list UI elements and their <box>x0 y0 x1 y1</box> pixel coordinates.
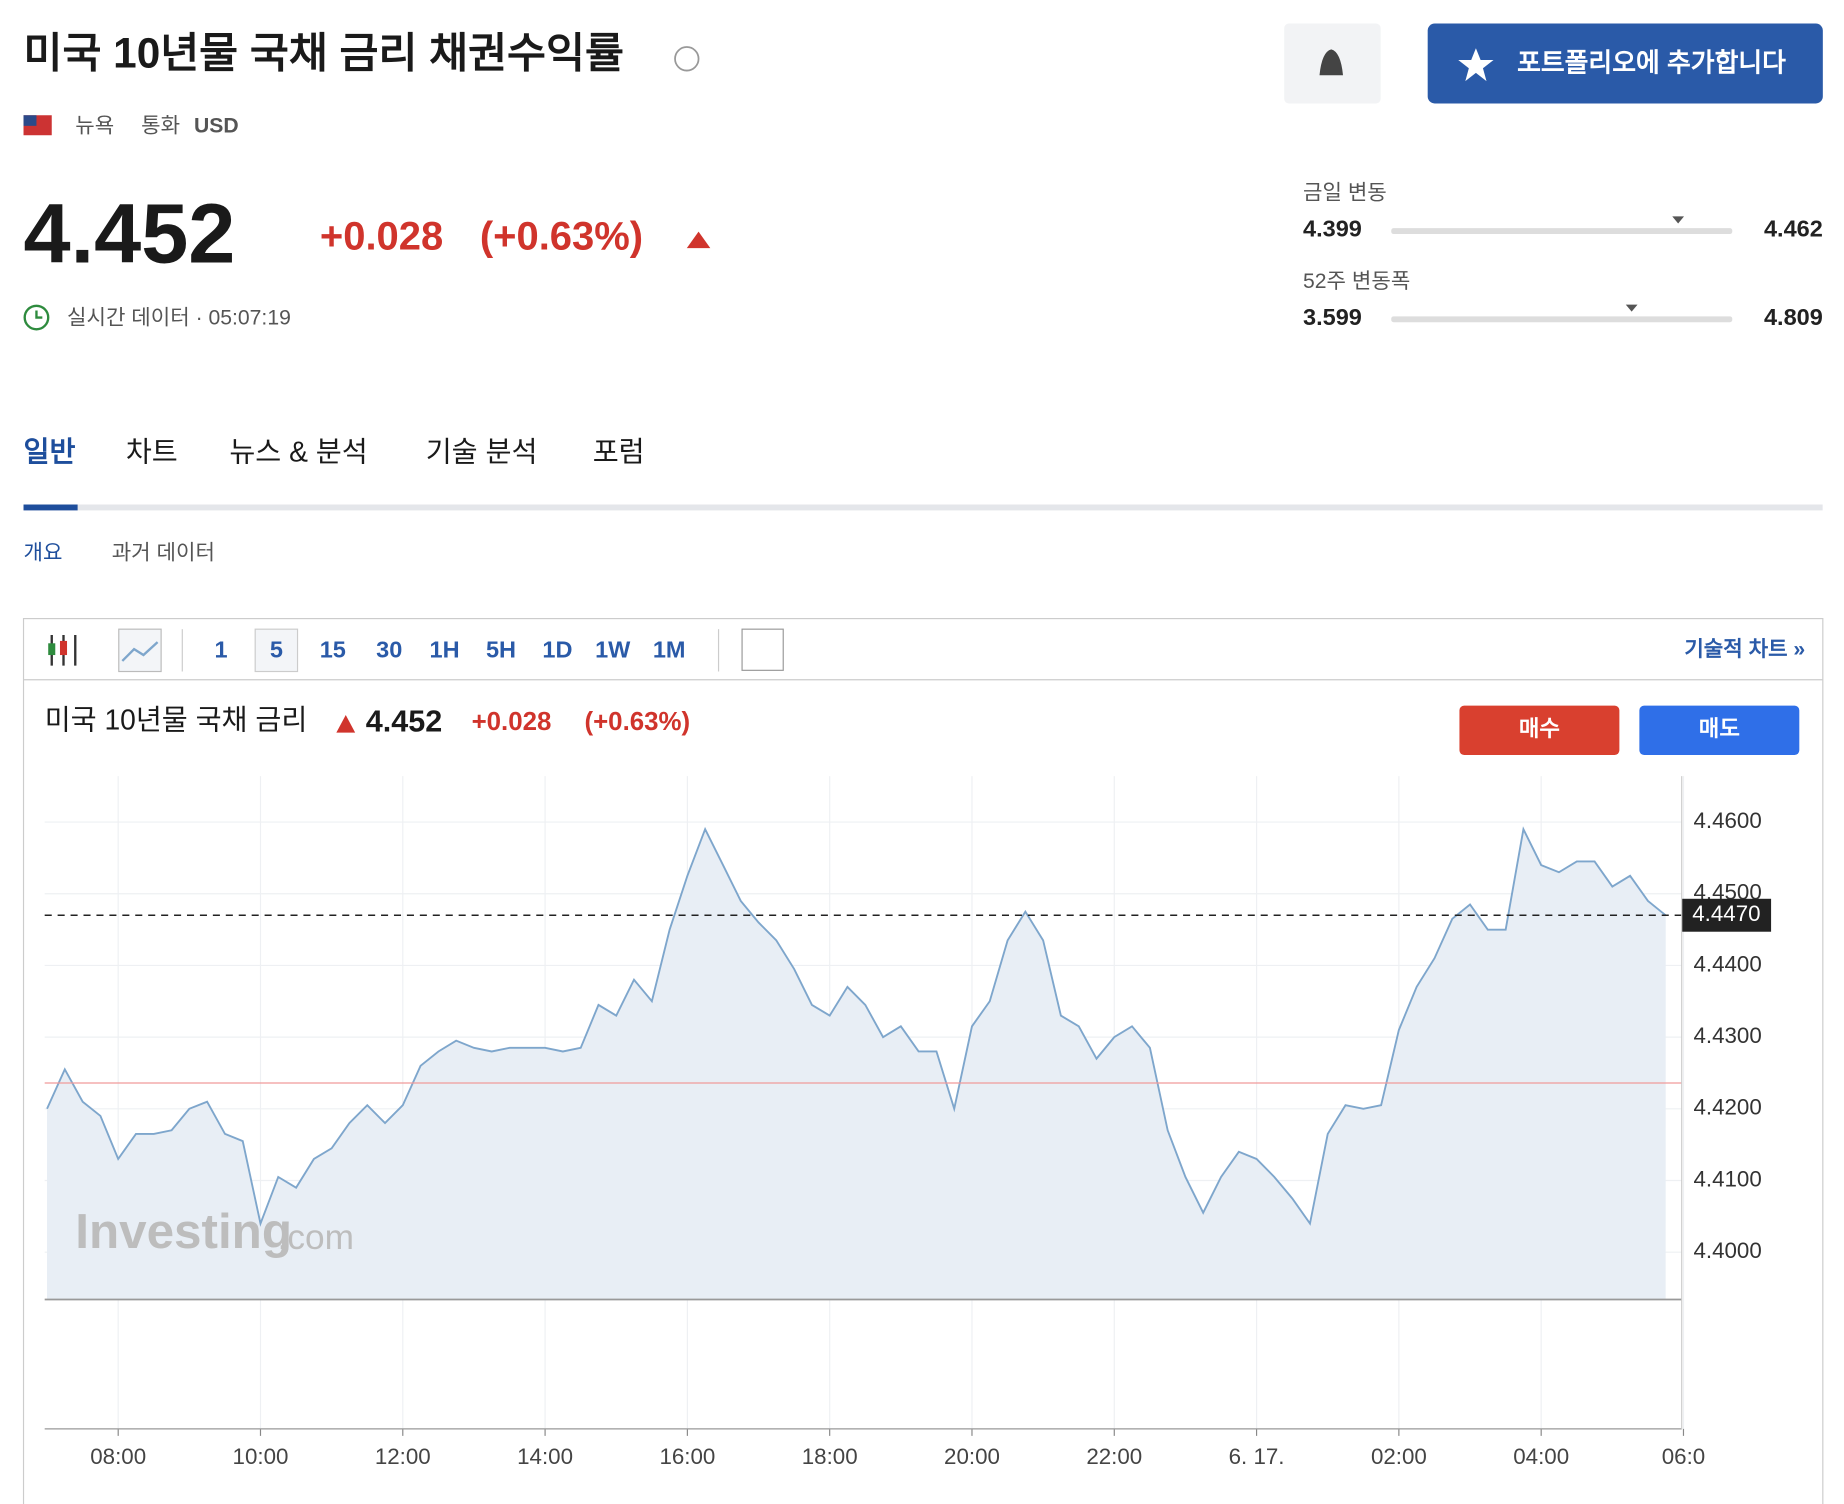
x-tick-label: 04:00 <box>1513 1444 1569 1469</box>
range-low: 4.399 <box>1303 216 1362 242</box>
layout-icon[interactable] <box>741 628 784 671</box>
subtab[interactable]: 과거 데이터 <box>112 540 215 564</box>
x-tick-label: 16:00 <box>659 1444 715 1469</box>
x-tick-label: 02:00 <box>1371 1444 1427 1469</box>
x-tick-label: 6. 17. <box>1229 1444 1285 1469</box>
x-tick-label: 20:00 <box>944 1444 1000 1469</box>
interval[interactable]: 1M <box>653 637 686 663</box>
technical-link[interactable]: 기술적 차트 » <box>1684 637 1805 661</box>
sell-label: 매도 <box>1699 716 1740 741</box>
x-tick-label: 10:00 <box>233 1444 289 1469</box>
range-marker <box>1625 304 1638 312</box>
range-marker <box>1672 216 1685 224</box>
interval-selected <box>254 628 299 673</box>
last-value-label: 4.4470 <box>1692 901 1760 926</box>
y-tick-label: 4.4400 <box>1693 951 1761 976</box>
bell-icon <box>1319 49 1344 76</box>
area-icon <box>121 641 159 662</box>
title: 미국 10년물 국채 금리 채권수익률 <box>24 30 624 77</box>
tab-active-bar <box>23 504 78 511</box>
range-high: 4.462 <box>1764 216 1823 242</box>
star-icon <box>1458 48 1494 82</box>
buy-label: 매수 <box>1519 716 1560 741</box>
chart-change-pct: (+0.63%) <box>584 708 690 736</box>
range-track <box>1391 228 1733 235</box>
clock-icon <box>23 304 50 331</box>
flag-canton <box>23 115 37 126</box>
watermark-suffix: .com <box>278 1218 354 1257</box>
interval[interactable]: 30 <box>376 637 402 663</box>
tab[interactable]: 차트 <box>126 435 178 467</box>
x-tick-label: 14:00 <box>517 1444 573 1469</box>
interval[interactable]: 15 <box>320 637 346 663</box>
currency: USD <box>194 115 239 138</box>
range-low: 3.599 <box>1303 304 1362 330</box>
x-tick-label: 06:0 <box>1662 1444 1705 1469</box>
tab[interactable]: 일반 <box>24 435 76 467</box>
chart-change: +0.028 <box>472 708 552 736</box>
clock-hands <box>35 310 43 319</box>
info-icon[interactable] <box>674 46 700 72</box>
chart-up-arrow <box>336 715 356 733</box>
area-icon-button[interactable] <box>118 628 162 673</box>
watermark-brand: Investing <box>75 1204 292 1259</box>
exchange: 뉴욕 <box>75 115 114 138</box>
price: 4.452 <box>24 185 236 280</box>
x-tick-label: 08:00 <box>90 1444 146 1469</box>
range-label: 52주 변동폭 <box>1303 269 1410 293</box>
interval[interactable]: 5H <box>486 637 516 663</box>
tab[interactable]: 뉴스 & 분석 <box>229 435 367 467</box>
change: +0.028 <box>320 214 443 258</box>
sell-button[interactable] <box>1639 705 1800 756</box>
subtab[interactable]: 개요 <box>24 540 63 564</box>
x-tick-label: 12:00 <box>375 1444 431 1469</box>
chart-price: 4.452 <box>366 704 442 738</box>
range-label: 금일 변동 <box>1303 181 1387 205</box>
range-track <box>1391 316 1733 323</box>
y-tick-label: 4.4600 <box>1693 808 1761 833</box>
x-tick-label: 18:00 <box>802 1444 858 1469</box>
buy-button[interactable] <box>1459 705 1620 756</box>
up-arrow <box>686 231 711 249</box>
interval[interactable]: 1W <box>595 637 631 663</box>
range-high: 4.809 <box>1764 304 1823 330</box>
interval[interactable]: 1 <box>215 637 228 663</box>
y-tick-label: 4.4100 <box>1693 1166 1761 1191</box>
candle-icon-body <box>59 640 68 656</box>
tab[interactable]: 포럼 <box>593 435 645 467</box>
chart-title: 미국 10년물 국채 금리 <box>45 704 308 736</box>
x-tick-label: 22:00 <box>1086 1444 1142 1469</box>
line <box>46 826 1667 1227</box>
chart-box <box>22 617 1824 1504</box>
change-pct: (+0.63%) <box>480 214 643 258</box>
interval[interactable]: 1H <box>430 637 460 663</box>
area <box>47 829 1666 1300</box>
currency-label: 통화 <box>141 115 180 138</box>
last-value-box <box>1681 898 1772 932</box>
candle-icon-body <box>48 643 56 656</box>
realtime: 실시간 데이터 · 05:07:19 <box>67 305 291 329</box>
interval[interactable]: 5 <box>270 637 283 663</box>
y-tick-label: 4.4300 <box>1693 1023 1761 1048</box>
tab[interactable]: 기술 분석 <box>426 435 538 467</box>
interval[interactable]: 1D <box>542 637 572 663</box>
tab-rule <box>23 504 1823 511</box>
portfolio-button[interactable] <box>1427 23 1823 104</box>
portfolio-label: 포트폴리오에 추가합니다 <box>1517 49 1786 78</box>
y-tick-label: 4.4200 <box>1693 1095 1761 1120</box>
y-tick-label: 4.4000 <box>1693 1238 1761 1263</box>
